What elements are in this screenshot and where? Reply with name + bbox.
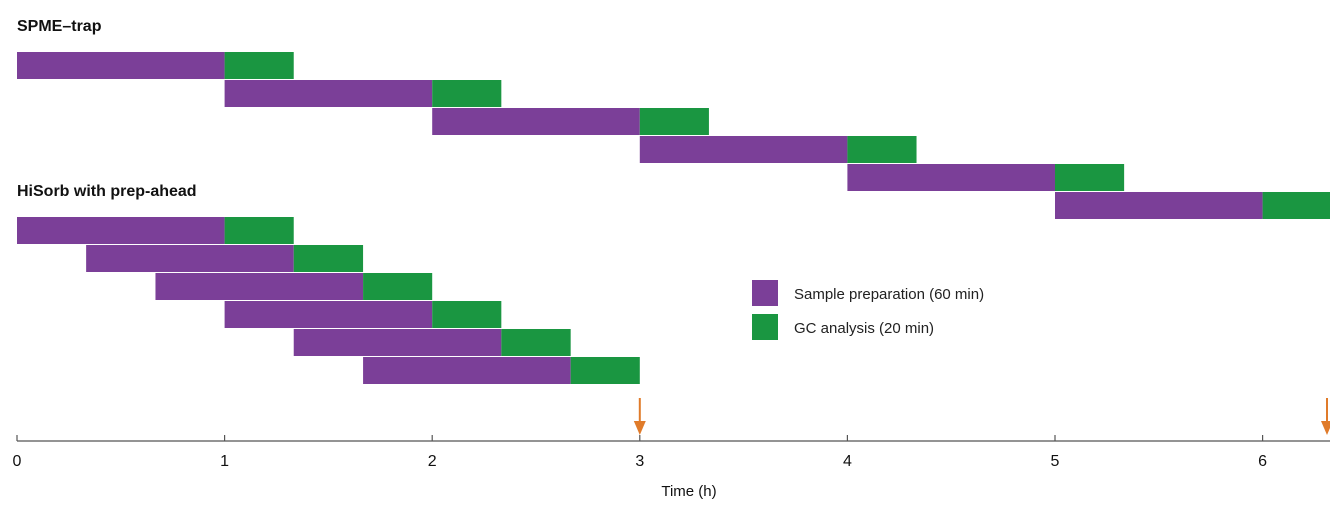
- x-tick-label: 2: [428, 453, 437, 470]
- x-axis: 0 1 2 3 4 5 6: [13, 435, 1330, 470]
- prep-bar: [639, 136, 848, 163]
- legend-swatch-gc: [752, 314, 778, 340]
- gc-bar: [363, 273, 433, 300]
- prep-bar: [224, 301, 433, 328]
- legend-label-gc: GC analysis (20 min): [794, 320, 934, 337]
- gc-bar: [847, 136, 917, 163]
- gc-bar: [224, 52, 294, 79]
- gc-bar: [224, 217, 294, 244]
- x-tick-label: 5: [1051, 453, 1060, 470]
- x-tick-label: 3: [635, 453, 644, 470]
- arrow-marker: [1321, 398, 1330, 435]
- prep-bar: [155, 273, 364, 300]
- x-tick-label: 6: [1258, 453, 1267, 470]
- gc-bar: [293, 245, 364, 272]
- prep-bar: [1055, 192, 1263, 219]
- x-axis-title: Time (h): [661, 483, 716, 500]
- gc-bar: [432, 80, 502, 107]
- gc-bar: [501, 329, 571, 356]
- prep-bar: [432, 108, 640, 135]
- x-tick-label: 1: [220, 453, 229, 470]
- x-tick-label: 0: [13, 453, 22, 470]
- prep-bar: [224, 80, 433, 107]
- gc-bar: [639, 108, 709, 135]
- prep-bar: [363, 357, 571, 384]
- prep-bar: [17, 52, 225, 79]
- gc-bar: [1055, 164, 1125, 191]
- section-title-hisorb: HiSorb with prep-ahead: [17, 183, 197, 200]
- gc-bar: [432, 301, 502, 328]
- prep-bar: [293, 329, 502, 356]
- gc-bar: [1262, 192, 1330, 219]
- prep-bar: [17, 217, 225, 244]
- legend: Sample preparation (60 min) GC analysis …: [752, 280, 984, 340]
- x-tick-label: 4: [843, 453, 852, 470]
- legend-swatch-prep: [752, 280, 778, 306]
- legend-label-prep: Sample preparation (60 min): [794, 286, 984, 303]
- prep-bar: [86, 245, 294, 272]
- markers-layer: [633, 398, 1330, 435]
- arrow-marker: [633, 398, 646, 435]
- section-title-spme: SPME–trap: [17, 18, 102, 35]
- bars-layer: [17, 52, 1330, 384]
- gc-bar: [570, 357, 640, 384]
- prep-bar: [847, 164, 1055, 191]
